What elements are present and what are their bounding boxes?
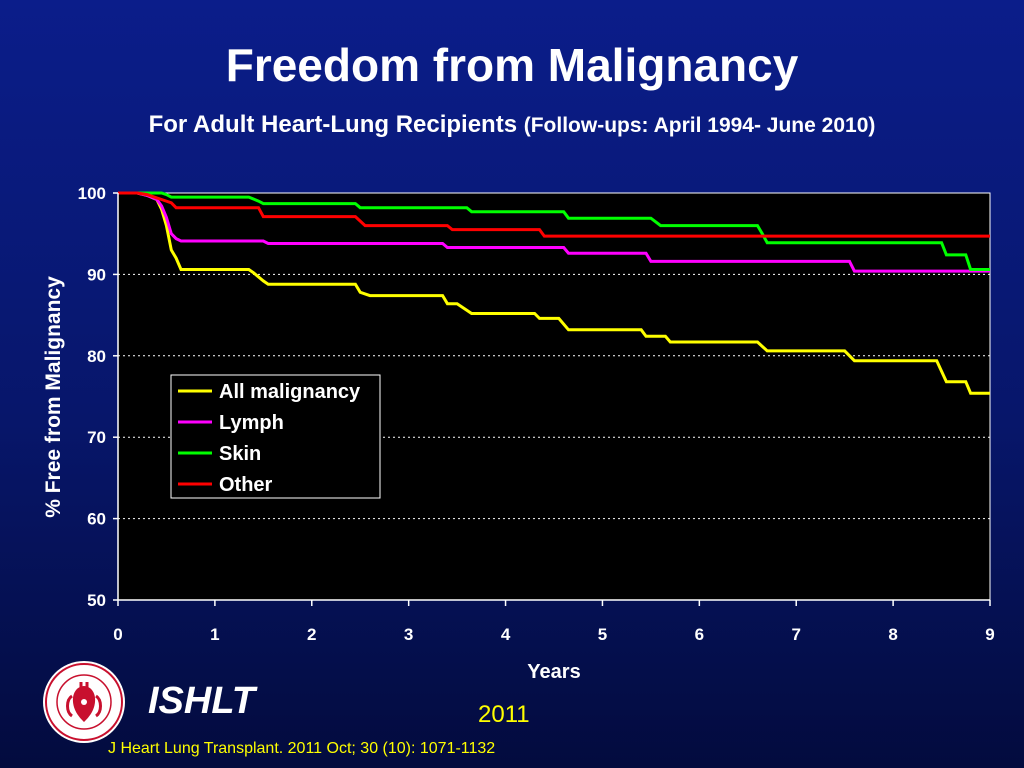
slide-subtitle: For Adult Heart-Lung Recipients (Follow-… [0, 111, 1024, 139]
series-line-lymph [118, 191, 990, 273]
y-axis-title: % Free from Malignancy [42, 276, 65, 518]
x-tick-label: 9 [985, 625, 994, 644]
ishlt-logo-icon [43, 661, 125, 743]
y-tick-label: 100 [78, 184, 106, 203]
x-tick-label: 3 [404, 625, 413, 644]
x-tick-label: 1 [210, 625, 219, 644]
y-tick-label: 60 [87, 510, 106, 529]
ishlt-label: ISHLT [148, 680, 255, 722]
legend-label: Other [219, 474, 273, 496]
x-tick-label: 0 [113, 625, 122, 644]
x-tick-label: 5 [598, 625, 607, 644]
citation: J Heart Lung Transplant. 2011 Oct; 30 (1… [108, 740, 496, 757]
x-tick-label: 7 [791, 625, 800, 644]
legend-label: Lymph [219, 412, 284, 434]
x-tick-label: 8 [888, 625, 897, 644]
y-tick-label: 90 [87, 265, 106, 284]
series-line-all-malignancy [118, 191, 990, 395]
series-line-other [118, 191, 990, 238]
y-tick-label: 70 [87, 428, 106, 447]
legend-box [170, 374, 381, 499]
year-label: 2011 [478, 701, 530, 728]
series-line-skin [118, 191, 990, 271]
x-tick-label: 2 [307, 625, 316, 644]
subtitle-follow-up-note: (Follow-ups: April 1994- June 2010) [523, 114, 876, 137]
legend-label: Skin [219, 443, 261, 465]
x-axis-title: Years [527, 661, 580, 683]
series-lines [118, 191, 990, 395]
legend: All malignancy Lymph Skin Other [170, 374, 381, 499]
x-tick-label: 4 [501, 625, 511, 644]
x-tick-label: 6 [695, 625, 704, 644]
slide-title: Freedom from Malignancy [225, 39, 799, 91]
axes: 50 60 70 80 90 100 0 1 2 3 4 5 6 7 8 9 Years % Free from … [42, 184, 995, 683]
y-tick-label: 80 [87, 347, 106, 366]
y-tick-label: 50 [87, 591, 106, 610]
legend-label: All malignancy [219, 381, 361, 403]
subtitle-main: For Adult Heart-Lung Recipients [148, 111, 518, 138]
